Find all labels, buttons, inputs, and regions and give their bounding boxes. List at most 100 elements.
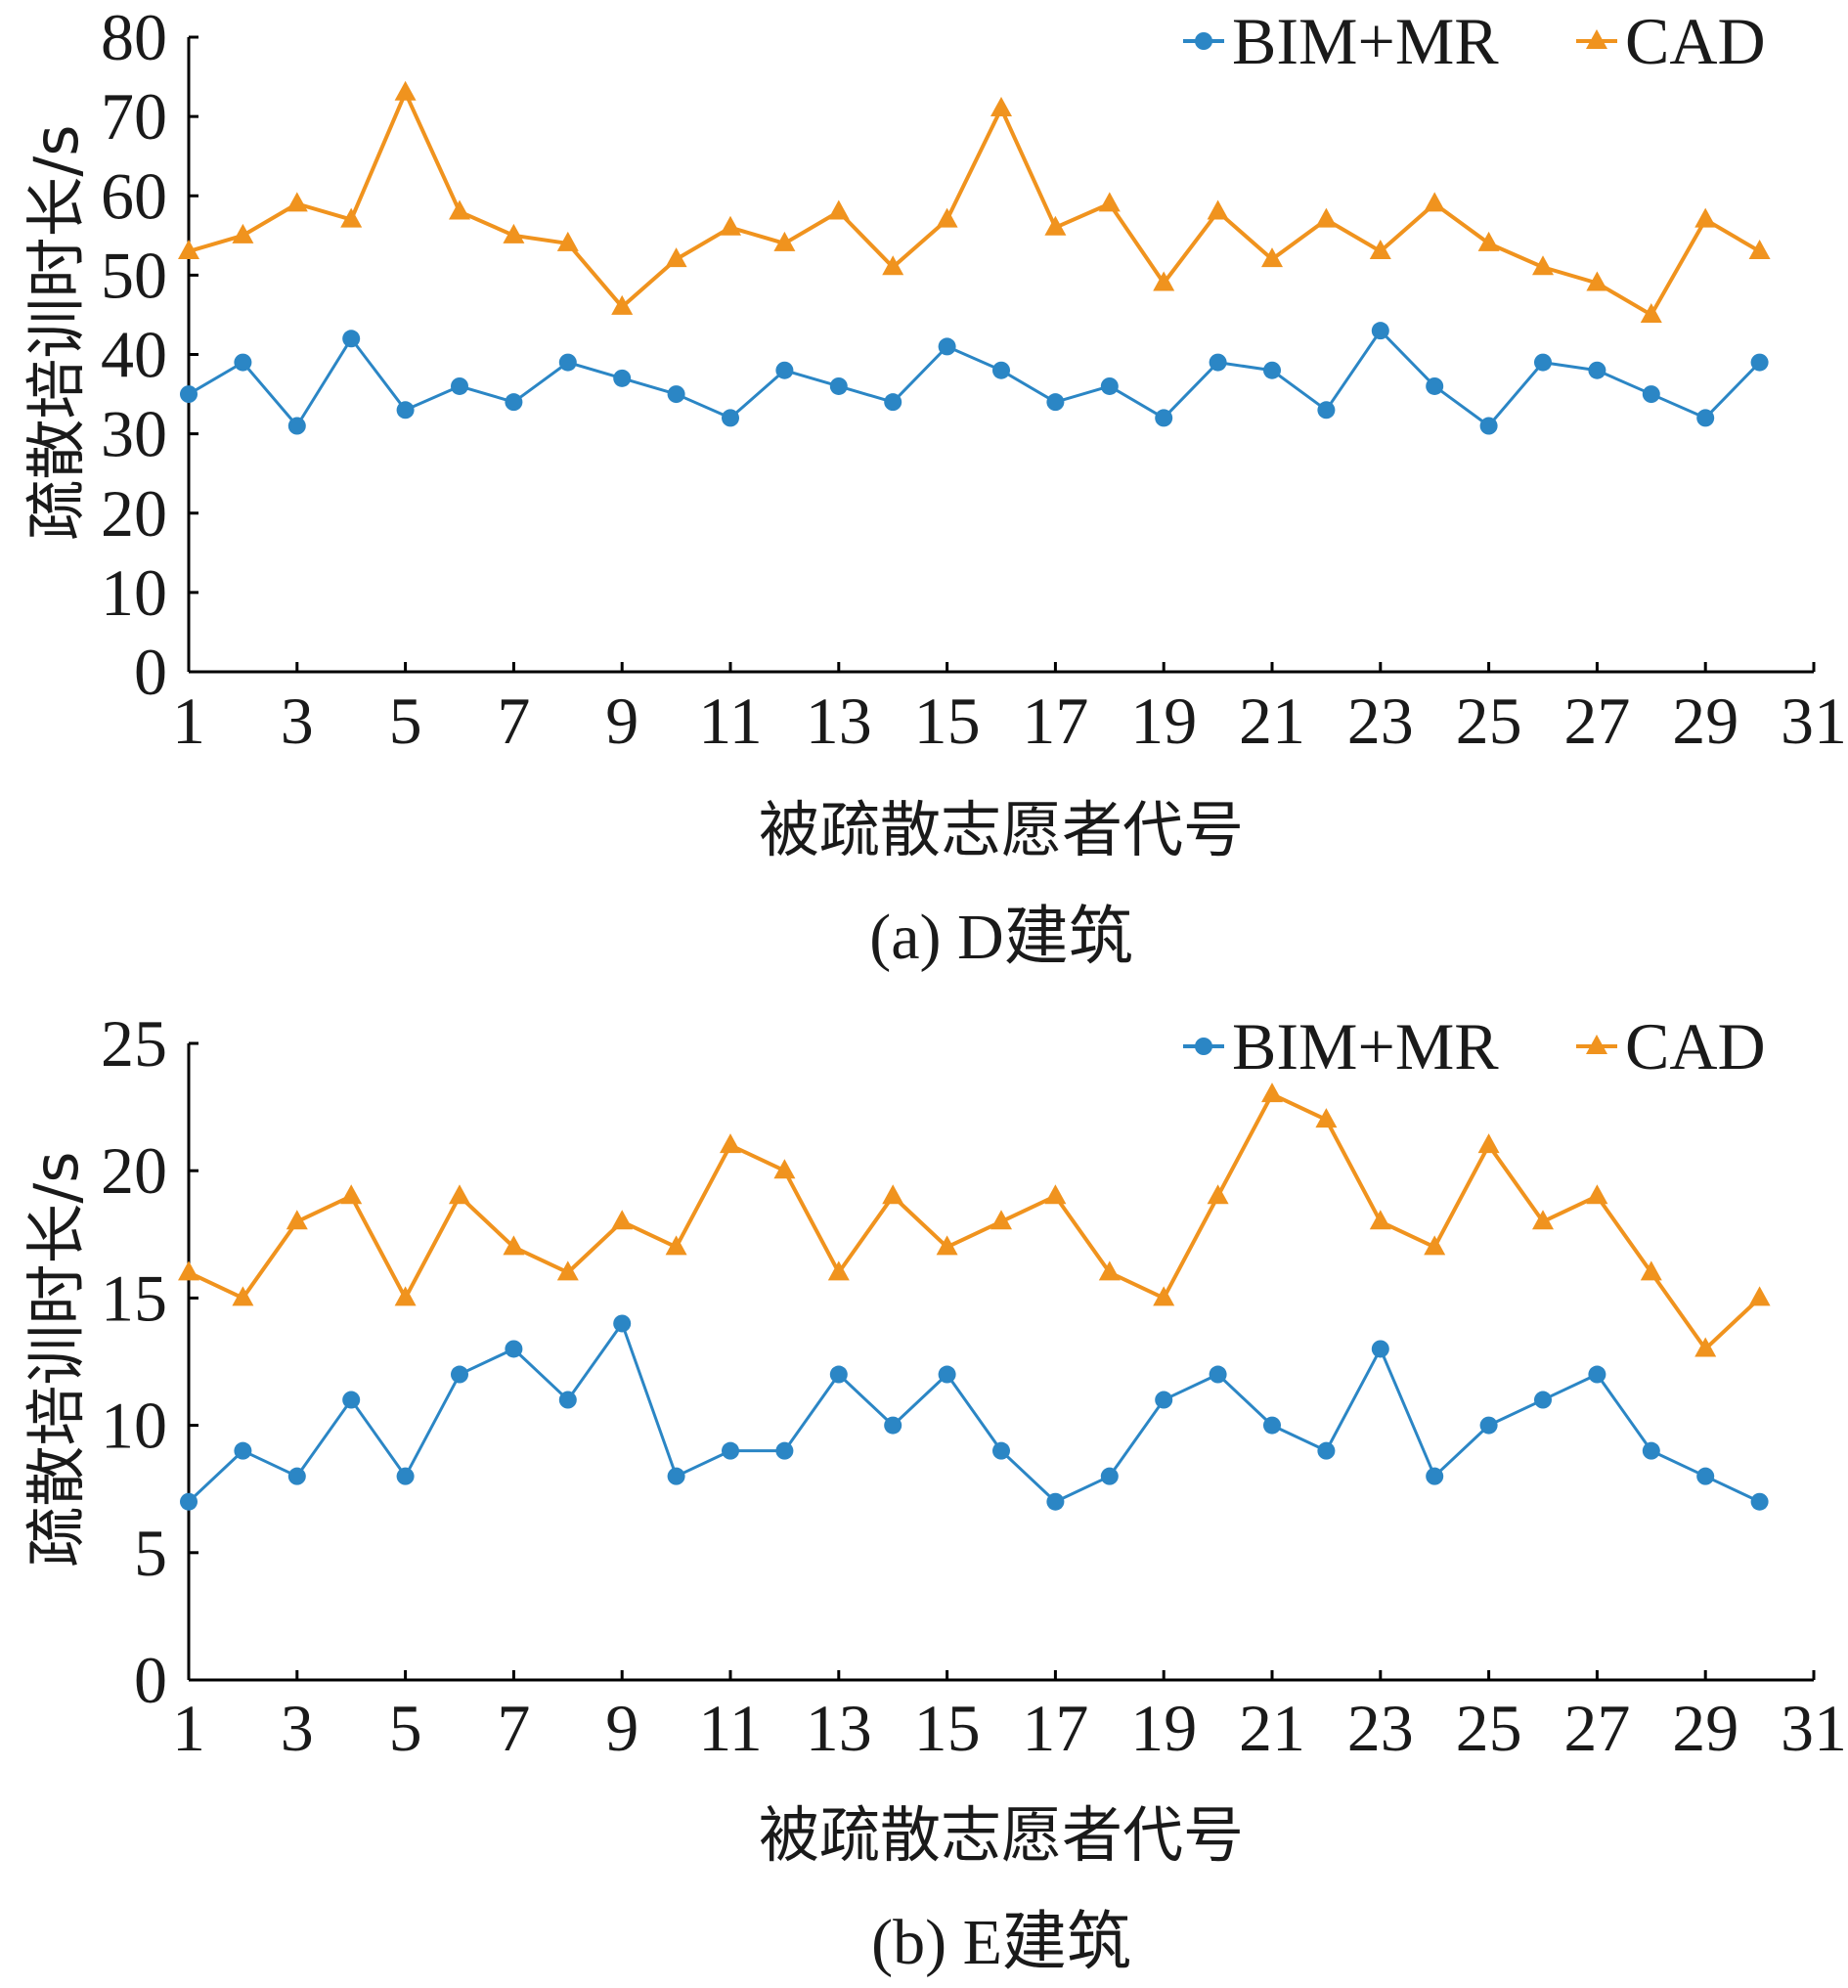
y-tick-label: 70 [101,79,167,154]
data-point [1586,1184,1608,1205]
data-point [1479,1416,1498,1435]
data-point [882,255,904,276]
data-point [1209,353,1227,372]
x-tick-label: 3 [281,684,314,758]
data-point [1261,247,1283,268]
data-point [1207,1184,1229,1205]
data-point [396,401,415,420]
series-line [188,90,1761,317]
x-tick-label: 9 [605,1691,638,1765]
data-point [1207,199,1229,220]
data-point [340,207,363,228]
x-tick-label: 9 [605,684,638,758]
data-point [827,199,850,220]
data-point [1694,207,1717,228]
data-point [180,385,198,404]
data-point [1477,1133,1500,1154]
y-tick-label: 20 [101,476,167,551]
x-tick-label: 21 [1239,684,1305,758]
data-point [1100,1467,1119,1485]
y-tick-label: 80 [101,0,167,74]
data-point [1155,409,1173,427]
data-point [558,1391,577,1409]
data-point [558,353,577,372]
data-point [1100,376,1119,395]
data-point [342,1391,361,1409]
data-point [775,361,794,379]
data-point [1424,192,1446,212]
data-point [1750,353,1769,372]
x-tick-label: 7 [497,684,530,758]
data-point [1586,271,1608,291]
data-point [1263,361,1281,379]
data-point [1371,322,1389,340]
data-point [1640,302,1662,323]
data-point [178,1260,199,1281]
data-point [1261,1082,1283,1103]
data-point [1696,1467,1715,1485]
x-tick-label: 25 [1456,684,1522,758]
data-point [1155,1391,1173,1409]
data-point [1044,1184,1067,1205]
data-point [1153,1286,1175,1306]
y-tick-label: 50 [101,238,167,312]
x-tick-label: 11 [698,1691,762,1765]
series-bim-mr [180,322,1769,435]
legend-marker [1195,1038,1212,1055]
panel-caption: (b) E建筑 [871,1907,1131,1978]
data-point [556,1260,579,1281]
data-point [613,369,632,387]
data-point [938,1365,956,1384]
data-point [1479,417,1498,435]
data-point [829,1365,848,1384]
data-point [287,1467,306,1485]
data-point [1696,409,1715,427]
data-point [1640,1260,1662,1281]
x-tick-label: 19 [1130,684,1197,758]
data-point [340,1184,363,1205]
data-point [1044,215,1067,236]
x-tick-label: 15 [914,684,981,758]
data-point [394,1286,417,1306]
x-tick-label: 7 [497,1691,530,1765]
data-point [775,1441,794,1460]
data-point [449,199,470,220]
series-cad [178,1082,1771,1357]
legend-label: CAD [1625,4,1766,78]
data-point [1209,1365,1227,1384]
data-point [613,1314,632,1333]
data-point [1098,192,1121,212]
data-point [503,223,525,243]
data-point [722,1441,739,1460]
data-point [827,1260,850,1281]
x-tick-label: 27 [1563,684,1630,758]
data-point [1588,1365,1606,1384]
data-point [773,1159,796,1179]
x-tick-label: 31 [1781,1691,1847,1765]
data-point [665,1235,687,1256]
x-tick-label: 5 [389,1691,422,1765]
legend-marker [1195,32,1212,50]
data-point [722,409,739,427]
data-point [1694,1337,1717,1357]
legend: BIM+MR CAD [1183,4,1766,78]
data-point [1532,1210,1554,1230]
y-axis-title: 疏散培训时长/s [21,1151,92,1567]
data-point [720,1133,741,1154]
data-point [1477,231,1500,251]
data-point [286,1210,308,1230]
y-axis-title: 疏散培训时长/s [21,124,92,540]
data-point [611,294,634,315]
y-tick-label: 0 [134,635,167,709]
data-point [394,80,417,101]
data-point [938,337,956,356]
y-tick-label: 40 [101,318,167,392]
data-point [720,215,741,236]
data-point [556,231,579,251]
data-point [342,330,361,348]
x-tick-label: 29 [1672,1691,1738,1765]
data-point [1046,393,1065,412]
